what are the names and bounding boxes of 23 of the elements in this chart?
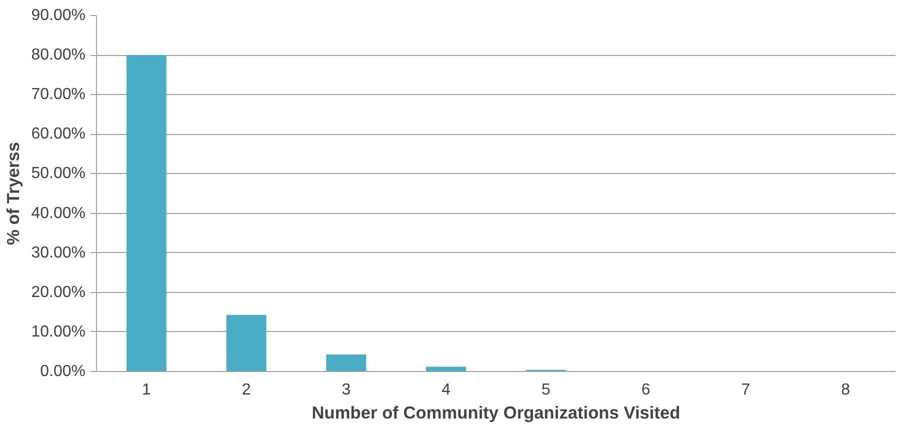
x-tick-label: 5 bbox=[541, 382, 550, 398]
x-tick-label: 6 bbox=[641, 382, 650, 398]
x-tick-label: 2 bbox=[242, 382, 251, 398]
y-tick-label: 60.00% bbox=[31, 126, 86, 143]
x-tick-label: 4 bbox=[442, 382, 451, 398]
x-tick-label: 1 bbox=[142, 382, 151, 398]
x-tick-label: 3 bbox=[342, 382, 351, 398]
bar bbox=[226, 314, 266, 372]
y-tick-label: 50.00% bbox=[31, 165, 86, 182]
x-axis-title: Number of Community Organizations Visited bbox=[312, 402, 680, 422]
bar bbox=[126, 55, 166, 372]
y-tick-label: 10.00% bbox=[31, 323, 86, 340]
y-tick-label: 40.00% bbox=[31, 204, 86, 222]
y-tick-label: 80.00% bbox=[31, 46, 86, 64]
y-tick-label: 90.00% bbox=[31, 7, 86, 24]
y-tick-label: 30.00% bbox=[31, 244, 86, 262]
x-tick-label: 8 bbox=[841, 382, 850, 398]
y-tick-label: 70.00% bbox=[31, 86, 86, 104]
x-tick-label: 7 bbox=[741, 382, 750, 398]
y-tick-label: 20.00% bbox=[31, 284, 86, 301]
bar bbox=[326, 354, 366, 372]
y-tick-label: 0.00% bbox=[40, 363, 86, 380]
y-axis-title: % of Tryerss bbox=[3, 142, 24, 246]
